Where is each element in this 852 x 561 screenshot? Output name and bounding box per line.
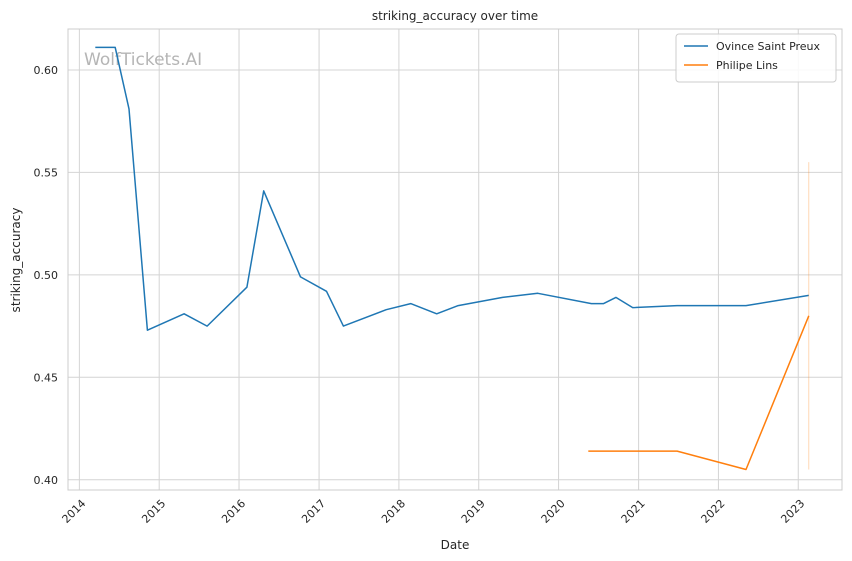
- chart-title: striking_accuracy over time: [372, 9, 538, 23]
- x-tick-label: 2016: [219, 497, 248, 526]
- x-tick-label: 2018: [379, 497, 408, 526]
- y-tick-label: 0.45: [34, 371, 59, 384]
- x-tick-label: 2019: [459, 497, 488, 526]
- x-tick-label: 2014: [60, 497, 89, 526]
- watermark: WolfTickets.AI: [84, 50, 202, 70]
- y-tick-label: 0.55: [34, 166, 59, 179]
- x-tick-label: 2020: [539, 497, 568, 526]
- plot-frame: [67, 28, 843, 491]
- y-tick-label: 0.40: [34, 474, 59, 487]
- x-axis-label: Date: [441, 538, 470, 552]
- series-line-2: [588, 315, 810, 471]
- y-axis-label: striking_accuracy: [9, 208, 23, 313]
- legend-label: Ovince Saint Preux: [716, 40, 821, 53]
- legend-box: [675, 33, 837, 83]
- x-tick-label: 2015: [139, 497, 168, 526]
- y-tick-label: 0.50: [34, 269, 59, 282]
- y-tick-label: 0.60: [34, 64, 59, 77]
- legend-label: Philipe Lins: [716, 59, 778, 72]
- x-tick-label: 2022: [699, 497, 728, 526]
- x-tick-label: 2023: [778, 497, 807, 526]
- x-tick-label: 2021: [619, 497, 648, 526]
- x-tick-label: 2017: [299, 497, 328, 526]
- series-line-1: [95, 46, 809, 331]
